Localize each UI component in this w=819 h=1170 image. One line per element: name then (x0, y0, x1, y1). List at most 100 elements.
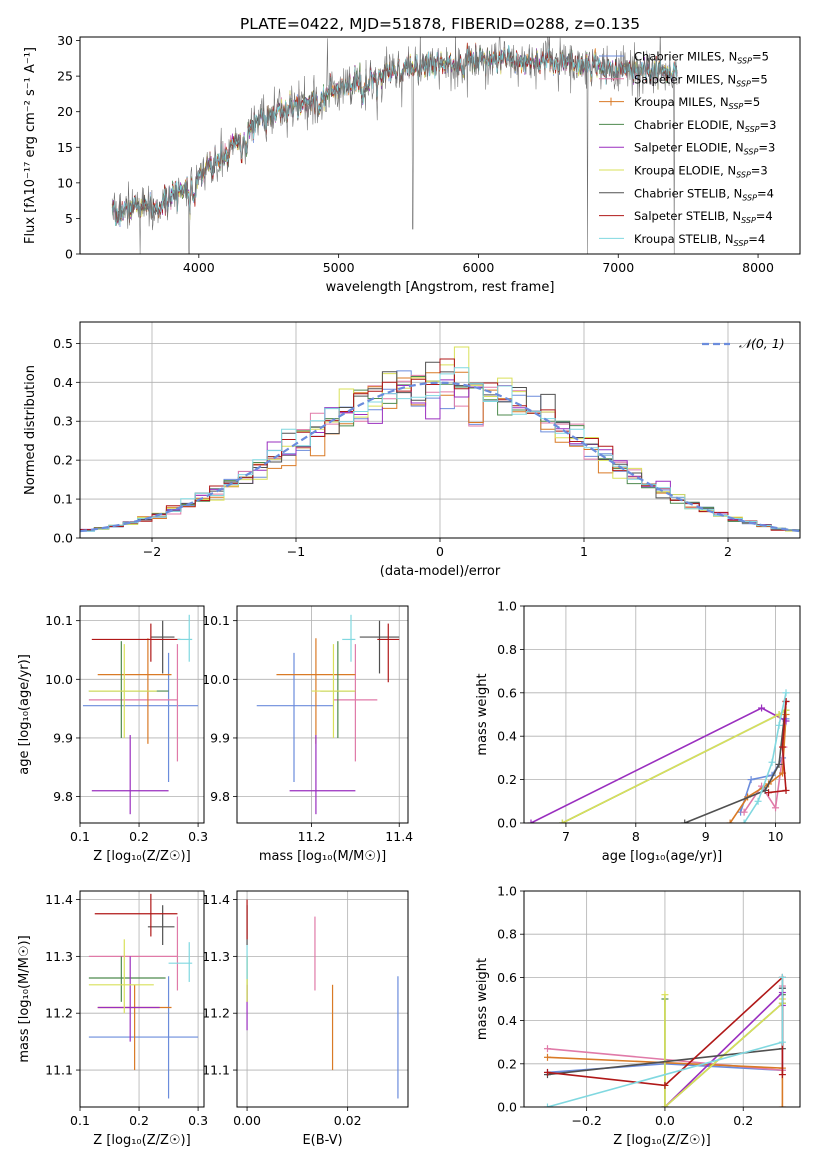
y-tick-label: 0.0 (497, 1100, 517, 1115)
age-vs-metallicity-plot: 0.1 0.2 0.3 9.8 9.9 10.0 10.1 Z [log₁₀(Z/Z☉)] ag… (17, 605, 208, 864)
y-tick-label: 10 (57, 175, 73, 190)
x-tick-label: −0.2 (571, 1113, 601, 1128)
axes-frame (79, 890, 205, 1108)
x-tick-label: 0.2 (733, 1113, 753, 1128)
y-tick-label: 0.6 (497, 970, 517, 985)
axes-frame (79, 605, 205, 824)
legend: 𝒩(0, 1) (702, 336, 785, 351)
x-tick-label: −2 (143, 544, 161, 559)
plot-area (256, 614, 400, 815)
y-axis-label: Normed distribution (23, 365, 38, 495)
x-tick-label: 11.4 (385, 829, 413, 844)
y-tick-label: 0.8 (497, 927, 517, 942)
y-tick-label: 9.8 (210, 789, 230, 804)
y-tick-label: 0.2 (497, 1056, 517, 1071)
weight-line (562, 709, 787, 823)
x-axis-label: Z [log₁₀(Z/Z☉)] (93, 1133, 190, 1148)
normal-reference-curve (80, 381, 800, 533)
y-tick-label: 11.3 (202, 949, 230, 964)
y-axis-label: Flux [fλ10⁻¹⁷ erg cm⁻² s⁻¹ A⁻¹] (23, 47, 38, 244)
legend-label: Kroupa ELODIE, NSSP=3 (634, 164, 768, 180)
axes-frame (236, 605, 409, 824)
plot-area (527, 689, 790, 823)
y-tick-label: 0 (65, 247, 73, 262)
axes-frame (523, 890, 801, 1108)
x-axis-label: E(B-V) (302, 1133, 342, 1148)
x-tick-label: 7000 (602, 260, 634, 275)
y-tick-label: 25 (57, 69, 73, 84)
x-axis-label: age [log₁₀(age/yr)] (602, 849, 723, 864)
x-axis-label: Z [log₁₀(Z/Z☉)] (613, 1133, 710, 1148)
x-tick-label: 0.3 (188, 1113, 208, 1128)
y-tick-label: 11.3 (45, 949, 73, 964)
y-tick-label: 9.9 (210, 730, 230, 745)
y-tick-label: 0.5 (53, 336, 73, 351)
y-tick-label: 10.1 (45, 613, 73, 628)
x-tick-label: 0.1 (70, 829, 90, 844)
y-tick-label: 0.3 (53, 414, 73, 429)
axes-frame (79, 36, 801, 255)
y-tick-label: 1.0 (497, 599, 517, 614)
x-tick-label: 8 (632, 829, 640, 844)
x-tick-label: 0.2 (129, 829, 149, 844)
x-tick-label: 8000 (742, 260, 774, 275)
weight-line (684, 701, 787, 823)
y-tick-label: 9.9 (53, 730, 73, 745)
y-tick-label: 11.4 (45, 892, 73, 907)
x-tick-label: 4000 (183, 260, 215, 275)
x-tick-label: 0.1 (70, 1113, 90, 1128)
legend-label: Chabrier MILES, NSSP=5 (634, 50, 769, 66)
weight-line (768, 701, 787, 794)
y-tick-label: 20 (57, 104, 73, 119)
x-tick-label: 0.00 (233, 1113, 261, 1128)
y-tick-label: 11.2 (45, 1006, 73, 1021)
plot-area (111, 37, 678, 254)
x-tick-label: −1 (287, 544, 305, 559)
x-tick-label: 11.2 (298, 829, 326, 844)
weight-vs-age-plot: 7 8 9 10 0.0 0.2 0.4 0.6 0.8 1.0 age [log₁₀(age/yr… (475, 599, 801, 864)
y-tick-label: 0.2 (497, 772, 517, 787)
y-tick-label: 10.0 (45, 672, 73, 687)
y-tick-label: 11.1 (202, 1063, 230, 1078)
plot-area (80, 346, 800, 538)
y-tick-label: 11.4 (202, 892, 230, 907)
x-tick-label: 2 (724, 544, 732, 559)
figure-title: PLATE=0422, MJD=51878, FIBERID=0288, z=0… (240, 15, 640, 33)
x-tick-label: 0.2 (129, 1113, 149, 1128)
legend: Chabrier MILES, NSSP=5 Salpeter MILES, NS… (599, 50, 776, 248)
y-tick-label: 15 (57, 140, 73, 155)
x-axis-label: wavelength [Angstrom, rest frame] (326, 280, 555, 295)
y-tick-label: 0.8 (497, 642, 517, 657)
y-tick-label: 1.0 (497, 884, 517, 899)
age-vs-mass-plot: 11.2 11.4 9.8 9.9 10.0 10.1 mass [log₁₀(M/M☉)] (202, 605, 413, 864)
y-axis-label: mass [log₁₀(M/M☉)] (17, 935, 32, 1062)
x-tick-label: 10 (768, 829, 784, 844)
y-tick-label: 0.2 (53, 453, 73, 468)
x-tick-label: 0 (436, 544, 444, 559)
legend-label: Kroupa STELIB, NSSP=4 (634, 232, 765, 248)
y-tick-label: 10.0 (202, 672, 230, 687)
y-tick-label: 0.4 (53, 375, 73, 390)
plot-area (246, 899, 399, 1099)
legend-label: Salpeter ELODIE, NSSP=3 (634, 141, 775, 157)
x-tick-label: 5000 (323, 260, 355, 275)
plot-area (543, 973, 786, 1107)
y-axis-label: age [log₁₀(age/yr)] (17, 654, 32, 775)
legend-label: Chabrier ELODIE, NSSP=3 (634, 118, 776, 134)
mass-vs-metallicity-plot: 0.1 0.2 0.3 11.1 11.2 11.3 11.4 Z [log₁₀(Z/Z☉)]… (17, 890, 208, 1148)
x-tick-label: 0.02 (334, 1113, 362, 1128)
y-tick-label: 0.4 (497, 729, 517, 744)
y-axis-label: mass weight (475, 958, 490, 1040)
y-tick-label: 10.1 (202, 613, 230, 628)
weight-line (664, 990, 784, 1107)
y-tick-label: 0.6 (497, 685, 517, 700)
mass-vs-ebv-plot: 0.00 0.02 11.1 11.2 11.3 11.4 E(B-V) (202, 890, 409, 1148)
y-tick-label: 11.1 (45, 1063, 73, 1078)
observed-spectrum-line (111, 37, 678, 254)
residual-histogram-step (80, 367, 800, 538)
x-axis-label: mass [log₁₀(M/M☉)] (259, 849, 386, 864)
y-tick-label: 30 (57, 33, 73, 48)
y-tick-label: 0.1 (53, 492, 73, 507)
x-axis-label: (data-model)/error (380, 564, 501, 579)
